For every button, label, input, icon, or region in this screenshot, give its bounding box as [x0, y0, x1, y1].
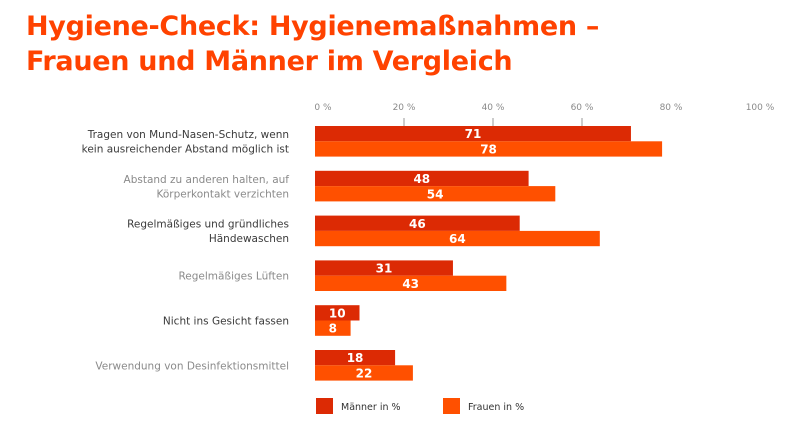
bar-value-label: 43 — [402, 277, 419, 291]
legend: Männer in % Frauen in % — [316, 398, 524, 414]
bar-women — [315, 365, 413, 381]
x-axis: 0 % 20 % 40 % 60 % 80 % 100 % — [314, 103, 775, 126]
bar-women — [315, 275, 507, 291]
category-label: Nicht ins Gesicht fassen — [163, 316, 289, 328]
bar-men — [315, 350, 396, 366]
legend-swatch-men — [316, 398, 333, 414]
bar-value-label: 78 — [480, 142, 497, 156]
bar-men — [315, 260, 453, 276]
category-label-line: Abstand zu anderen halten, auf — [124, 174, 290, 186]
category-label: Tragen von Mund-Nasen-Schutz, wenn kein a… — [82, 129, 289, 156]
bar-value-label: 71 — [465, 127, 482, 141]
category-label-line: Regelmäßiges Lüften — [178, 271, 289, 283]
bar-value-label: 10 — [329, 306, 346, 320]
category-label-line: Tragen von Mund-Nasen-Schutz, wenn — [87, 129, 289, 141]
bar-men — [315, 305, 360, 321]
bar-men — [315, 170, 529, 187]
bar-value-label: 18 — [347, 351, 364, 365]
category-label: Verwendung von Desinfektionsmittel — [95, 360, 289, 372]
x-tick-label: 80 % — [660, 103, 683, 113]
chart-title: Hygiene-Check: Hygienemaßnahmen – Frauen… — [26, 9, 599, 79]
chart-title-line-1: Hygiene-Check: Hygienemaßnahmen – — [26, 11, 600, 42]
bar-women — [315, 141, 663, 157]
category-labels: Tragen von Mund-Nasen-Schutz, wenn kein a… — [82, 129, 290, 372]
chart-title-line-2: Frauen und Männer im Vergleich — [26, 46, 513, 77]
category-label-line: Händewaschen — [209, 233, 289, 245]
x-tick-label: 100 % — [746, 103, 775, 113]
category-label-line: Körperkontakt verzichten — [157, 188, 290, 200]
x-tick-label: 20 % — [393, 103, 416, 113]
bar-value-label: 8 — [329, 322, 337, 336]
legend-swatch-women — [443, 398, 460, 414]
bar-women — [315, 186, 556, 202]
bar-value-label: 46 — [409, 217, 426, 231]
bar-women — [315, 230, 600, 247]
bar-men — [315, 215, 520, 231]
legend-label-men: Männer in % — [341, 402, 401, 413]
category-label-line: Regelmäßiges und gründliches — [127, 219, 289, 231]
x-tick-label: 0 % — [314, 103, 332, 113]
category-label-line: Verwendung von Desinfektionsmittel — [95, 360, 289, 372]
category-label: Regelmäßiges und gründliches Händewaschen — [127, 219, 289, 246]
bar-value-label: 31 — [376, 262, 393, 276]
bar-men — [315, 126, 631, 142]
bar-value-label: 54 — [427, 187, 444, 201]
bar-value-label: 64 — [449, 232, 466, 246]
legend-label-women: Frauen in % — [468, 402, 524, 413]
category-label: Regelmäßiges Lüften — [178, 271, 289, 283]
bar-women — [315, 320, 351, 336]
category-label-line: Nicht ins Gesicht fassen — [163, 316, 289, 328]
category-label: Abstand zu anderen halten, auf Körperkont… — [124, 174, 290, 201]
category-label-line: kein ausreichender Abstand möglich ist — [82, 144, 289, 156]
bar-value-label: 22 — [356, 366, 373, 380]
x-tick-label: 40 % — [482, 103, 505, 113]
bar-value-label: 48 — [413, 172, 430, 186]
x-tick-label: 60 % — [571, 103, 594, 113]
